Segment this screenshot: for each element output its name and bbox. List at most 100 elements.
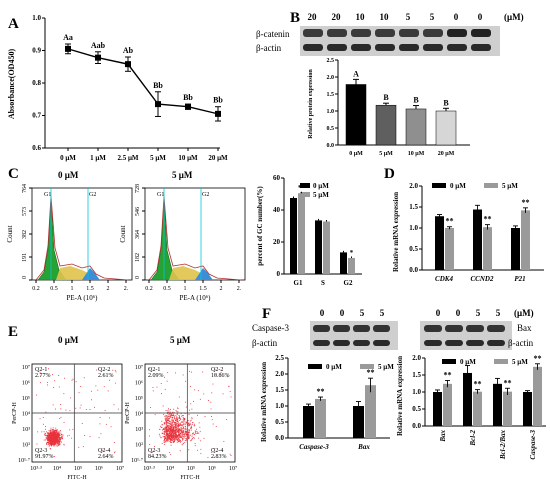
scatter-0um-event-dot: [65, 410, 66, 411]
scatter-0um-event-dot: [57, 446, 58, 447]
panel-f-right-y-tick-label: 0.0: [412, 422, 421, 430]
scatter-5um-event-dot: [168, 427, 169, 428]
histogram-0um-y-tick-label: 0: [22, 276, 28, 279]
scatter-0um-event-dot: [41, 431, 42, 432]
scatter-0um-event-dot: [105, 410, 106, 411]
scatter-5um-event-dot: [174, 416, 175, 417]
scatter-5um-event-dot: [186, 407, 187, 408]
panel-a-x-tick-label: 2.5 μM: [117, 154, 138, 162]
scatter-0um-event-dot: [45, 426, 46, 427]
panel-b-x-tick-label: 20 μM: [438, 151, 455, 157]
scatter-0um-event-dot: [64, 422, 65, 423]
panel-label-b: B: [290, 10, 300, 26]
scatter-0um-event-dot: [50, 444, 51, 445]
scatter-5um-event-dot: [170, 424, 171, 425]
scatter-5um-event-dot: [185, 438, 186, 439]
scatter-5um-event-dot: [169, 423, 170, 424]
scatter-0um-event-dot: [80, 386, 81, 387]
scatter-5um-event-dot: [188, 434, 189, 435]
scatter-5um-event-dot: [181, 422, 182, 423]
scatter-5um-event-dot: [183, 443, 184, 444]
panel-f-left-y-tick-label: 0.5: [275, 418, 284, 426]
scatter-0um-event-dot: [50, 443, 51, 444]
panel-f-left-x-tick-label: Bax: [357, 443, 370, 451]
scatter-0um-event-dot: [109, 417, 110, 418]
scatter-0um-event-dot: [55, 434, 56, 435]
panel-a-letter: Bb: [213, 96, 223, 105]
scatter-0um-event-dot: [45, 429, 46, 430]
panel-b-concentration-label: 5: [430, 12, 435, 22]
scatter-0um-quadrant-percent: 91.97%: [35, 454, 54, 460]
scatter-5um-event-dot: [165, 431, 166, 432]
scatter-5um-event-dot: [194, 389, 195, 390]
scatter-5um-event-dot: [189, 424, 190, 425]
scatter-0um-event-dot: [90, 436, 91, 437]
scatter-5um-event-dot: [203, 394, 204, 395]
panel-label-c: C: [8, 166, 19, 182]
scatter-5um-event-dot: [162, 424, 163, 425]
scatter-0um-event-dot: [53, 427, 54, 428]
scatter-5um-event-dot: [174, 434, 175, 435]
scatter-5um-event-dot: [199, 422, 200, 423]
scatter-5um-event-dot: [189, 431, 190, 432]
beta-actin-band: [424, 340, 442, 346]
scatter-0um-event-dot: [54, 435, 55, 436]
beta-actin-band: [313, 340, 330, 346]
panel-label-f: F: [262, 306, 271, 322]
histogram-5um-g1-label: G1: [157, 192, 164, 198]
scatter-5um-event-dot: [164, 434, 165, 435]
panel-f-left-legend-label-1: 5 μM: [378, 363, 394, 371]
scatter-5um-event-dot: [181, 441, 182, 442]
scatter-0um-event-dot: [58, 441, 59, 442]
caspase-3-band: [373, 325, 390, 332]
histogram-0um-y-tick-label: 764: [22, 184, 28, 193]
panel-d-y-tick-label: 1.5: [409, 203, 418, 211]
panel-a-data-point: [125, 61, 131, 67]
scatter-5um-event-dot: [161, 421, 162, 422]
scatter-0um-event-dot: [48, 444, 49, 445]
scatter-5um-event-dot: [166, 440, 167, 441]
panel-f-left-conc-label: 5: [380, 308, 385, 318]
scatter-5um-event-dot: [188, 430, 189, 431]
scatter-5um-event-dot: [172, 424, 173, 425]
scatter-5um-event-dot: [197, 450, 198, 451]
panel-c: C 0 μM 5 μM G1 G201913825737640.2 0.5 1 1.5 2…: [6, 166, 362, 302]
panel-a-x-tick-label: 5 μM: [150, 154, 166, 162]
scatter-5um-event-dot: [179, 433, 180, 434]
panel-b-letter: B: [443, 98, 449, 107]
panel-a-data-point: [155, 101, 161, 107]
scatter-0um-event-dot: [84, 377, 85, 378]
histogram-5um-x-tick-label: 1.5: [199, 286, 207, 292]
scatter-5um-event-dot: [171, 438, 172, 439]
scatter-0um-x-tick-label: 10⁵: [74, 466, 82, 472]
beta-actin-band: [487, 340, 505, 346]
panel-f-right-significance: **: [444, 370, 452, 379]
scatter-0um-event-dot: [50, 433, 51, 434]
beta-actin-band: [399, 44, 419, 51]
scatter-5um-event-dot: [185, 440, 186, 441]
scatter-5um-event-dot: [179, 441, 180, 442]
scatter-0um-event-dot: [69, 435, 70, 436]
panel-c-y-tick-label: 20: [273, 238, 281, 246]
scatter-5um-event-dot: [195, 431, 196, 432]
panel-f-right-significance: **: [474, 380, 482, 389]
scatter-0um-event-dot: [53, 387, 54, 388]
scatter-5um-event-dot: [176, 422, 177, 423]
scatter-5um-event-dot: [169, 438, 170, 439]
panel-f-left-y-tick-label: 1.5: [275, 386, 284, 394]
scatter-5um-event-dot: [175, 429, 176, 430]
scatter-0um-event-dot: [57, 442, 58, 443]
panel-d-significance: **: [446, 217, 454, 226]
panel-f-right-bar-0um: [523, 392, 532, 426]
scatter-5um-event-dot: [168, 439, 169, 440]
scatter-5um-x-tick-label: 10⁷: [229, 466, 237, 472]
scatter-5um-event-dot: [166, 421, 167, 422]
scatter-5um-event-dot: [192, 435, 193, 436]
panel-d-x-tick-label: CCND2: [471, 275, 494, 283]
scatter-5um-event-dot: [171, 413, 172, 414]
scatter-5um-event-dot: [174, 431, 175, 432]
scatter-5um-y-tick-label: 10⁵: [135, 396, 143, 402]
panel-b-y-tick-label: 2.5: [327, 58, 335, 64]
panel-b-concentration-labels: 20 20 10 10 5 5 0 0: [308, 12, 483, 22]
scatter-0um-event-dot: [48, 437, 49, 438]
